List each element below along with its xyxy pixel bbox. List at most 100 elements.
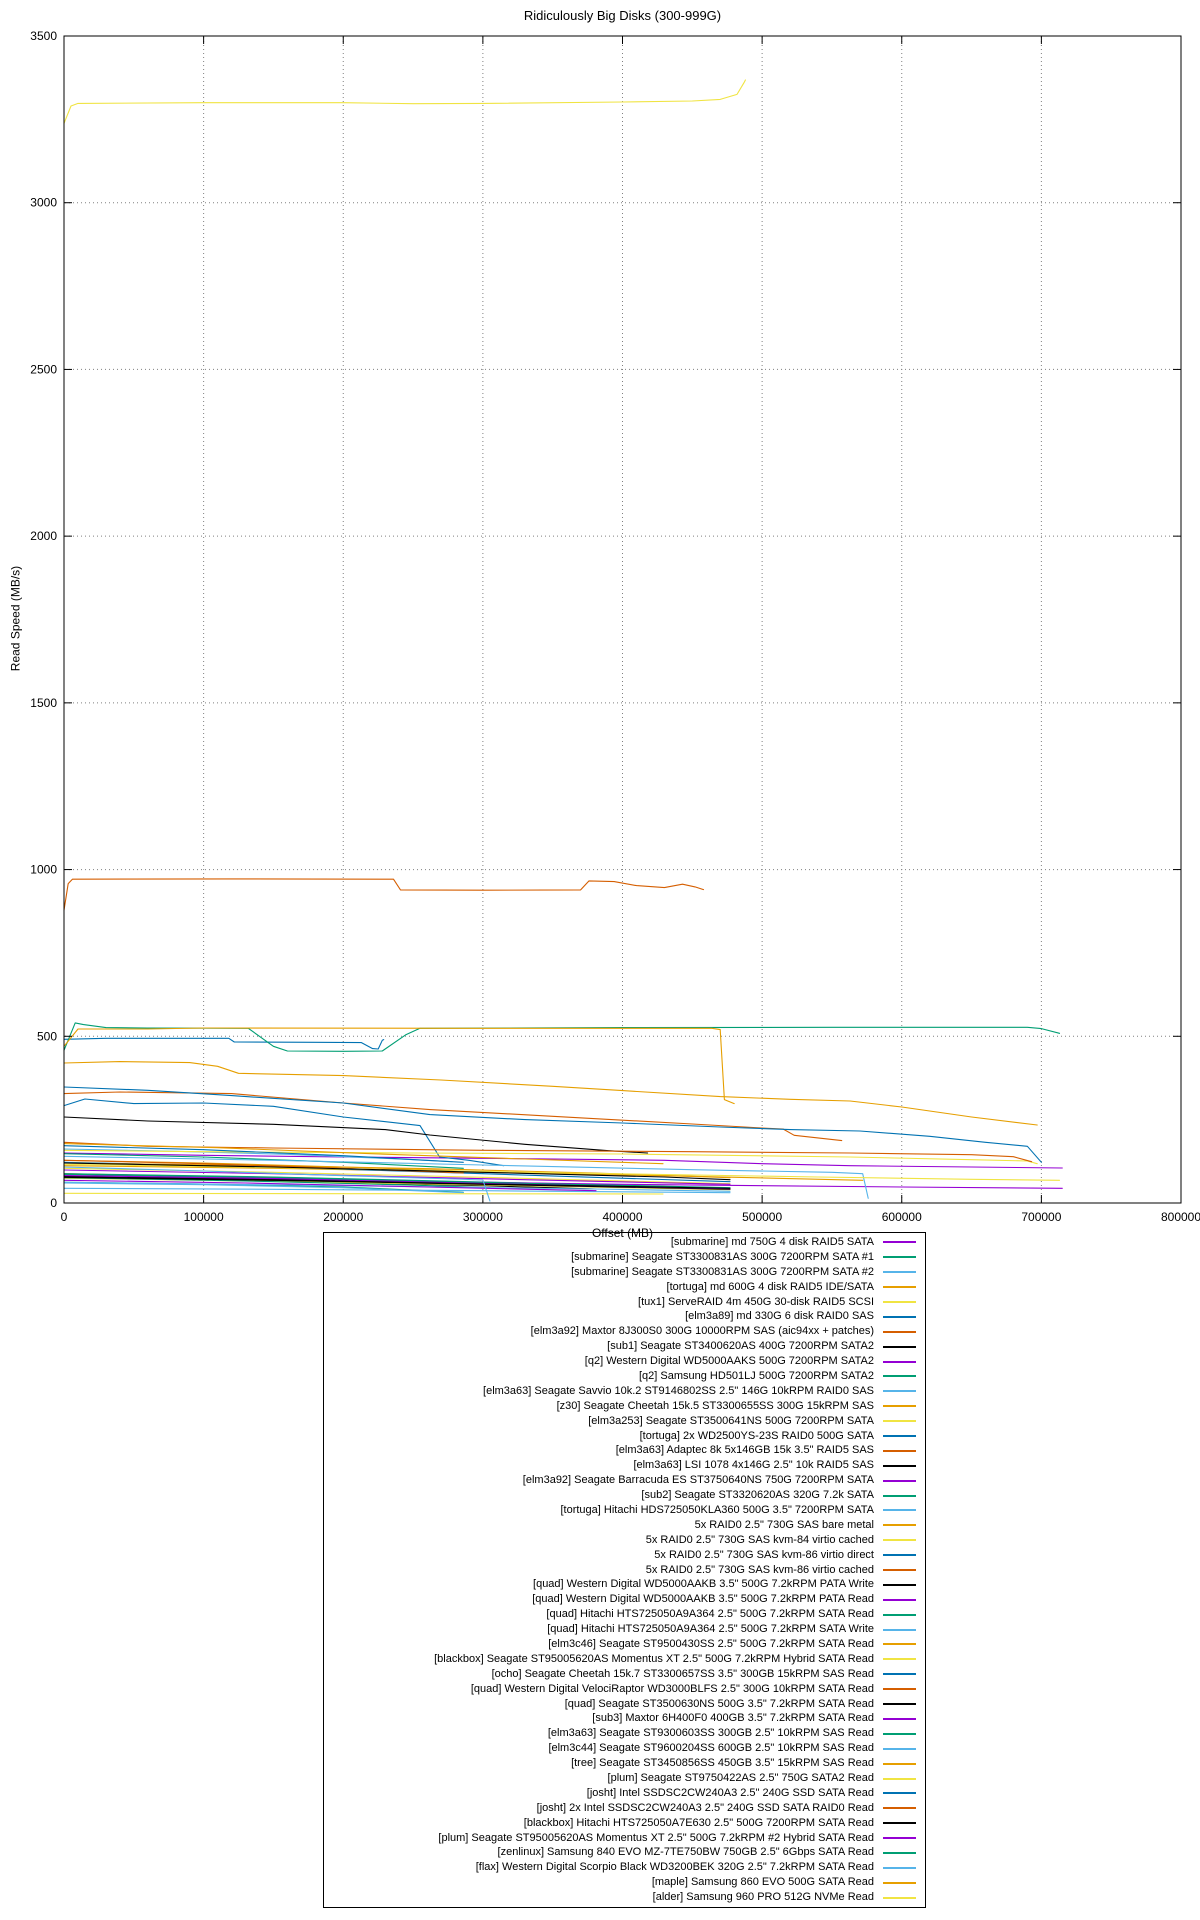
legend-label: [quad] Western Digital VelociRaptor WD30… (470, 1682, 874, 1695)
legend-line-sample (883, 1405, 916, 1408)
y-tick-label: 3000 (30, 196, 57, 210)
legend-label: [tortuga] 2x WD2500YS-23S RAID0 500G SAT… (639, 1429, 874, 1442)
legend-line-sample (883, 1703, 916, 1706)
legend-label: [quad] Seagate ST3500630NS 500G 3.5" 7.2… (564, 1697, 874, 1710)
legend-line-sample (883, 1628, 916, 1631)
legend-label: [blackbox] Seagate ST95005620AS Momentus… (434, 1652, 874, 1665)
legend-line-sample (883, 1345, 916, 1348)
series-line-19 (63, 1061, 1038, 1126)
y-tick-label: 3500 (30, 29, 57, 43)
legend-label: [josht] Intel SSDSC2CW240A3 2.5" 240G SS… (586, 1786, 874, 1799)
series-line-36 (63, 1163, 1061, 1181)
legend-line-sample (883, 1315, 916, 1318)
legend-line-sample (883, 1256, 916, 1259)
legend-row: [tux1] ServeRAID 4m 450G 30-disk RAID5 S… (324, 1295, 925, 1310)
legend-row: [quad] Western Digital VelociRaptor WD30… (324, 1682, 925, 1697)
legend-row: [ocho] Seagate Cheetah 15k.7 ST3300657SS… (324, 1667, 925, 1682)
legend-row: [flax] Western Digital Scorpio Black WD3… (324, 1860, 925, 1875)
legend-label: [quad] Western Digital WD5000AAKB 3.5" 5… (533, 1578, 874, 1591)
legend-line-sample (883, 1554, 916, 1557)
series-line-18 (63, 1181, 731, 1192)
legend-line-sample (883, 1494, 916, 1497)
x-tick-label: 100000 (184, 1210, 224, 1224)
series-line-17 (63, 1177, 491, 1189)
legend-line-sample (883, 1330, 916, 1333)
legend-row: [elm3a63] LSI 1078 4x146G 2.5" 10k RAID5… (324, 1458, 925, 1473)
series-line-39 (63, 1162, 731, 1181)
series-line-42 (63, 1166, 491, 1202)
legend-line-sample (883, 1583, 916, 1586)
legend-line-sample (883, 1420, 916, 1423)
legend-row: 5x RAID0 2.5" 730G SAS bare metal (324, 1518, 925, 1533)
legend-label: [plum] Seagate ST9750422AS 2.5" 750G SAT… (607, 1772, 874, 1784)
series-line-5 (63, 1098, 505, 1167)
legend-row: [elm3c44] Seagate ST9600204SS 600GB 2.5"… (324, 1741, 925, 1756)
legend-row: [tree] Seagate ST3450856SS 450GB 3.5" 15… (324, 1756, 925, 1771)
legend-row: [elm3a63] Seagate Savvio 10k.2 ST9146802… (324, 1384, 925, 1399)
legend-line-sample (883, 1851, 916, 1854)
legend-line-sample (883, 1747, 916, 1750)
legend-line-sample (883, 1673, 916, 1676)
series-line-0 (63, 1152, 1063, 1169)
y-tick-label: 2500 (30, 362, 57, 376)
legend-label: [q2] Western Digital WD5000AAKS 500G 720… (584, 1355, 874, 1368)
legend-row: [submarine] Seagate ST3300831AS 300G 720… (324, 1265, 925, 1280)
y-tick-label: 500 (37, 1029, 57, 1043)
series-line-29 (63, 1145, 464, 1163)
legend-row: [elm3a89] md 330G 6 disk RAID0 SAS (324, 1309, 925, 1324)
legend-line-sample (883, 1241, 916, 1244)
legend-line-sample (883, 1301, 916, 1303)
legend-row: 5x RAID0 2.5" 730G SAS kvm-86 virtio cac… (324, 1563, 925, 1578)
legend-line-sample (883, 1569, 916, 1572)
legend-label: [elm3a63] Seagate Savvio 10k.2 ST9146802… (483, 1384, 874, 1397)
legend-row: [blackbox] Hitachi HTS725050A7E630 2.5" … (324, 1816, 925, 1831)
series-line-33 (63, 1153, 464, 1169)
x-tick-label: 600000 (882, 1210, 922, 1224)
legend-label: [tux1] ServeRAID 4m 450G 30-disk RAID5 S… (638, 1295, 874, 1308)
legend-line-sample (883, 1688, 916, 1691)
legend-row: [maple] Samsung 860 EVO 500G SATA Read (324, 1875, 925, 1890)
chart-plot-area: 0 500 1000 1500 2000 2500 3000 3500 0 100000 20000… (30, 29, 1200, 1224)
legend-line-sample (883, 1837, 916, 1840)
legend-label: [elm3a89] md 330G 6 disk RAID0 SAS (685, 1310, 874, 1323)
x-tick-label: 700000 (1021, 1210, 1061, 1224)
legend-label: [elm3a63] Adaptec 8k 5x146GB 15k 3.5" RA… (615, 1444, 874, 1457)
legend-label: [submarine] md 750G 4 disk RAID5 SATA (670, 1235, 874, 1248)
legend-row: [elm3c46] Seagate ST9500430SS 2.5" 500G … (324, 1637, 925, 1652)
legend-row: [plum] Seagate ST9750422AS 2.5" 750G SAT… (324, 1771, 925, 1786)
legend-row: [blackbox] Seagate ST95005620AS Momentus… (324, 1652, 925, 1667)
legend-line-sample (883, 1375, 916, 1378)
legend-line-sample (883, 1539, 916, 1542)
legend-label: [elm3a253] Seagate ST3500641NS 500G 7200… (588, 1414, 874, 1427)
legend-label: [q2] Samsung HD501LJ 500G 7200RPM SATA2 (639, 1369, 874, 1382)
legend-line-sample (883, 1643, 916, 1646)
legend-line-sample (883, 1509, 916, 1512)
legend-row: [q2] Western Digital WD5000AAKS 500G 720… (324, 1354, 925, 1369)
series-line-35 (63, 1143, 664, 1165)
legend-label: 5x RAID0 2.5" 730G SAS bare metal (694, 1518, 874, 1531)
legend-line-sample (883, 1762, 916, 1765)
legend-line-sample (883, 1658, 916, 1661)
legend-label: [sub1] Seagate ST3400620AS 400G 7200RPM … (607, 1340, 874, 1353)
legend-row: [quad] Western Digital WD5000AAKB 3.5" 5… (324, 1592, 925, 1607)
series-line-25 (63, 1173, 731, 1189)
legend-label: [josht] 2x Intel SSDSC2CW240A3 2.5" 240G… (536, 1801, 874, 1814)
legend-row: [elm3a92] Maxtor 8J300S0 300G 10000RPM S… (324, 1324, 925, 1339)
legend-line-sample (883, 1896, 916, 1899)
legend-line-sample (883, 1807, 916, 1810)
legend-line-sample (883, 1449, 916, 1452)
series-line-32 (63, 1179, 597, 1192)
x-tick-label: 300000 (463, 1210, 503, 1224)
legend-row: [elm3a253] Seagate ST3500641NS 500G 7200… (324, 1414, 925, 1429)
series-line-41 (63, 1022, 1061, 1052)
legend-label: [tree] Seagate ST3450856SS 450GB 3.5" 15… (571, 1757, 874, 1770)
legend-row: [z30] Seagate Cheetah 15k.5 ST3300655SS … (324, 1399, 925, 1414)
series-line-44 (63, 79, 746, 124)
legend-label: [sub2] Seagate ST3320620AS 320G 7.2k SAT… (641, 1489, 874, 1502)
series-line-37 (63, 1037, 385, 1050)
x-tick-label: 200000 (323, 1210, 363, 1224)
legend-label: [maple] Samsung 860 EVO 500G SATA Read (651, 1876, 874, 1889)
legend-row: [tortuga] 2x WD2500YS-23S RAID0 500G SAT… (324, 1429, 925, 1444)
y-tick-label: 2000 (30, 529, 57, 543)
